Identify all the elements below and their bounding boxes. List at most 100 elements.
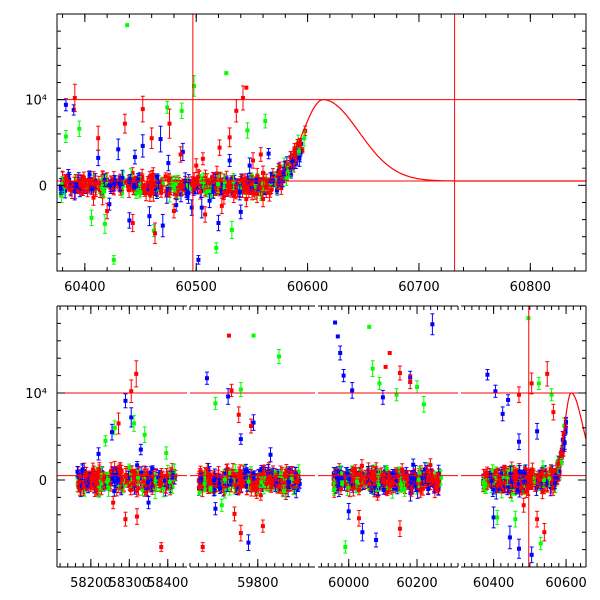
red-data-point — [123, 517, 128, 522]
noise-point — [197, 489, 202, 494]
noise-point — [156, 475, 161, 480]
noise-point — [96, 181, 101, 186]
noise-point — [156, 180, 161, 185]
noise-point — [132, 184, 137, 189]
blue-data-point — [227, 158, 232, 163]
noise-point — [275, 480, 280, 485]
red-data-point — [140, 107, 145, 112]
green-data-point — [151, 228, 156, 233]
noise-point — [284, 175, 289, 180]
noise-point — [208, 194, 213, 199]
red-data-point — [244, 197, 249, 202]
noise-point — [211, 189, 216, 194]
green-data-point — [102, 221, 107, 226]
noise-point — [106, 486, 111, 491]
noise-point — [119, 477, 124, 482]
blue-data-point — [138, 447, 143, 452]
noise-point — [201, 180, 206, 185]
noise-point — [240, 190, 245, 195]
red-data-point — [159, 544, 164, 549]
noise-point — [92, 476, 97, 481]
noise-point — [120, 175, 125, 180]
noise-point — [102, 189, 107, 194]
noise-point — [294, 147, 299, 152]
noise-point — [204, 481, 209, 486]
red-data-point — [149, 136, 154, 141]
noise-point — [145, 480, 150, 485]
bottom-segment-1 — [190, 333, 315, 552]
blue-data-point — [110, 430, 114, 435]
noise-point — [135, 475, 140, 480]
noise-point — [167, 191, 172, 196]
blue-data-point — [96, 451, 101, 456]
noise-point — [173, 191, 178, 196]
top-axes: 60400 60500 60600 60700 60800 0 10⁴ — [25, 14, 586, 295]
noise-point — [75, 469, 80, 474]
noise-point — [111, 187, 116, 192]
noise-point — [206, 468, 211, 473]
noise-point — [135, 478, 140, 483]
noise-point — [99, 485, 104, 490]
noise-point — [127, 479, 132, 484]
noise-point — [172, 470, 177, 475]
blue-data-point — [127, 218, 132, 223]
noise-point — [194, 181, 199, 186]
noise-point — [128, 472, 133, 477]
noise-point — [290, 159, 295, 164]
noise-point — [89, 183, 94, 188]
noise-point — [100, 186, 105, 191]
noise-point — [268, 190, 273, 195]
noise-point — [224, 177, 229, 182]
noise-point — [167, 479, 172, 484]
noise-point — [81, 175, 86, 180]
red-data-point — [203, 212, 208, 217]
blue-data-point — [96, 155, 101, 160]
noise-point — [117, 466, 122, 471]
noise-point — [112, 467, 117, 472]
green-data-point — [77, 126, 82, 131]
blue-data-point — [71, 107, 76, 112]
noise-point — [102, 178, 107, 183]
noise-point — [261, 177, 266, 182]
noise-point — [296, 149, 301, 154]
noise-point — [108, 475, 113, 480]
noise-point — [185, 182, 190, 187]
noise-point — [163, 174, 168, 179]
green-data-point — [229, 227, 234, 232]
noise-point — [251, 191, 256, 196]
noise-point — [243, 176, 248, 181]
blue-data-point — [189, 205, 194, 210]
noise-point — [100, 482, 105, 487]
noise-point — [261, 475, 266, 480]
noise-point — [283, 172, 288, 177]
noise-point — [162, 478, 167, 483]
red-data-point — [261, 197, 266, 202]
noise-point — [192, 176, 197, 181]
green-data-point — [103, 438, 108, 443]
noise-point — [117, 181, 122, 186]
noise-point — [130, 181, 135, 186]
x-tick-label: 60700 — [398, 280, 439, 295]
noise-point — [165, 184, 170, 189]
red-data-point — [240, 95, 245, 100]
blue-data-point — [129, 415, 134, 420]
blue-data-point — [247, 163, 252, 168]
noise-point — [260, 181, 265, 186]
noise-point — [135, 463, 140, 468]
noise-point — [228, 183, 233, 188]
noise-point — [141, 479, 146, 484]
noise-point — [108, 482, 113, 487]
noise-point — [284, 468, 289, 473]
noise-point — [123, 474, 128, 479]
noise-point — [221, 189, 226, 194]
noise-point — [236, 180, 241, 185]
noise-point — [231, 179, 236, 184]
noise-point — [143, 475, 148, 480]
noise-point — [97, 469, 102, 474]
blue-data-point — [266, 151, 271, 156]
noise-point — [208, 185, 213, 190]
noise-point — [68, 187, 73, 192]
noise-point — [150, 466, 155, 471]
noise-point — [114, 472, 119, 477]
noise-point — [58, 186, 63, 191]
